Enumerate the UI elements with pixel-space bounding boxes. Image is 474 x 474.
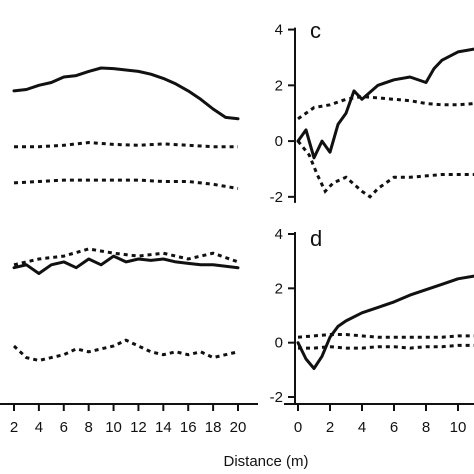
y-tick-label: 2 [275,77,283,94]
series-line-dashed-2 [298,335,474,338]
panel-d: d 4 2 0 -2 0 2 4 6 8 10 [270,226,474,436]
x-tick-label: 2 [10,419,18,436]
x-tick-label: 16 [180,419,197,436]
panel-bottom-left [14,249,238,361]
x-tick-label: 20 [230,419,247,436]
x-tick-label: 8 [84,419,92,436]
x-tick-label: 2 [326,419,334,436]
series-line-dashed-3 [298,141,474,197]
y-tick-label: 0 [275,335,283,352]
panel-c: c 4 2 0 -2 [270,18,474,206]
x-tick-label: 4 [358,419,366,436]
panel-top-left: 2468 10 12 14 16 18 20 [0,68,258,436]
y-tick-label: 2 [275,280,283,297]
y-tick-label: -2 [270,389,283,406]
series-line-solid-1 [14,68,238,119]
x-tick-label: 4 [35,419,43,436]
series-line-solid-1 [298,276,474,368]
series-line-dashed-3 [14,340,238,360]
series-line-dashed-3 [14,180,238,188]
series-line-dashed-2 [14,143,238,147]
x-tick-label: 6 [390,419,398,436]
x-tick-label: 10 [450,419,467,436]
x-tick-label: 10 [105,419,122,436]
x-axis-title: Distance (m) [223,453,308,470]
x-tick-label: 0 [294,419,302,436]
x-tick-label: 12 [130,419,147,436]
y-tick-label: 4 [275,226,283,243]
y-tick-label: 4 [275,22,283,39]
x-tick-label: 18 [205,419,222,436]
series-line-dashed-2 [298,97,474,119]
panel-letter: c [310,18,321,43]
x-tick-label: 8 [422,419,430,436]
panel-letter: d [310,226,322,251]
y-tick-label: -2 [270,189,283,206]
y-tick-label: 0 [275,133,283,150]
series-line-dashed-3 [298,345,474,348]
x-tick-label: 6 [60,419,68,436]
x-tick-label: 14 [155,419,172,436]
